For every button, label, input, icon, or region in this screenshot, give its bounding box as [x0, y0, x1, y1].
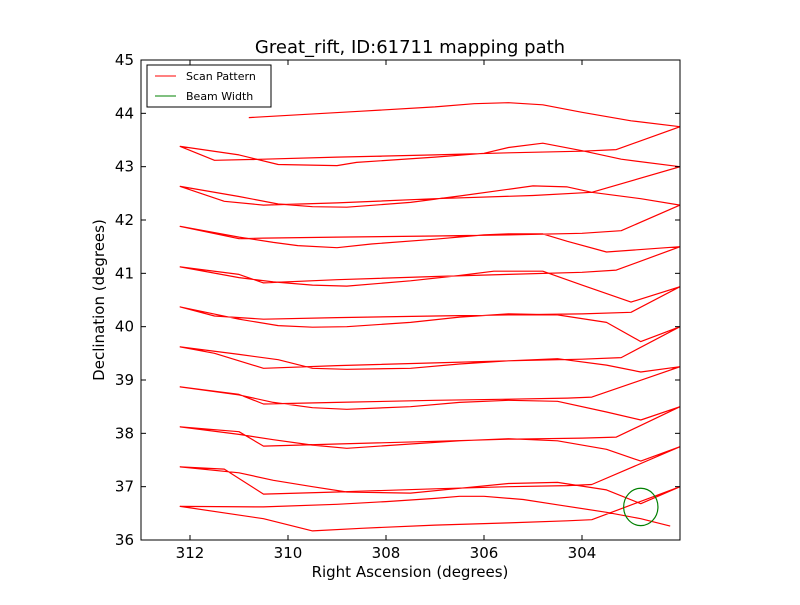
y-tick-label: 45 [115, 51, 134, 69]
legend: Scan Pattern Beam Width [146, 64, 272, 108]
x-tick-label: 304 [568, 544, 597, 562]
chart-title: Great_rift, ID:61711 mapping path [255, 37, 565, 58]
x-axis-label: Right Ascension (degrees) [312, 563, 509, 581]
x-tick-label: 312 [176, 544, 205, 562]
legend-box [146, 64, 272, 108]
y-tick-label: 40 [115, 318, 134, 336]
scan-pattern-line [179, 102, 680, 532]
ticks-layer: 312 310 308 306 304 36 37 38 39 40 41 42 43 44 45 [115, 51, 680, 562]
x-tick-label: 306 [470, 544, 499, 562]
x-tick-label: 308 [372, 544, 401, 562]
beam-width-circle [623, 487, 659, 527]
legend-label-scan: Scan Pattern [186, 70, 256, 83]
x-tick-label: 310 [274, 544, 303, 562]
y-tick-label: 42 [115, 211, 134, 229]
legend-label-beam: Beam Width [186, 90, 253, 103]
plot-area [141, 60, 680, 540]
y-tick-label: 37 [115, 478, 134, 496]
y-tick-label: 38 [115, 424, 134, 442]
y-axis-label: Declination (degrees) [90, 219, 108, 381]
y-tick-label: 43 [115, 158, 134, 176]
y-tick-label: 41 [115, 264, 134, 282]
y-tick-label: 44 [115, 104, 134, 122]
data-layer [179, 102, 680, 532]
y-tick-label: 39 [115, 371, 134, 389]
y-tick-label: 36 [115, 531, 134, 549]
plot-frame [140, 59, 681, 541]
